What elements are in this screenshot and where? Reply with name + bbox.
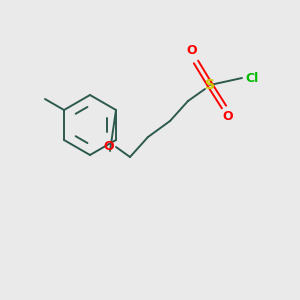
Text: O: O <box>103 140 114 152</box>
Text: S: S <box>205 78 215 92</box>
Text: Cl: Cl <box>245 71 258 85</box>
Text: O: O <box>223 110 233 123</box>
Text: O: O <box>187 44 197 57</box>
